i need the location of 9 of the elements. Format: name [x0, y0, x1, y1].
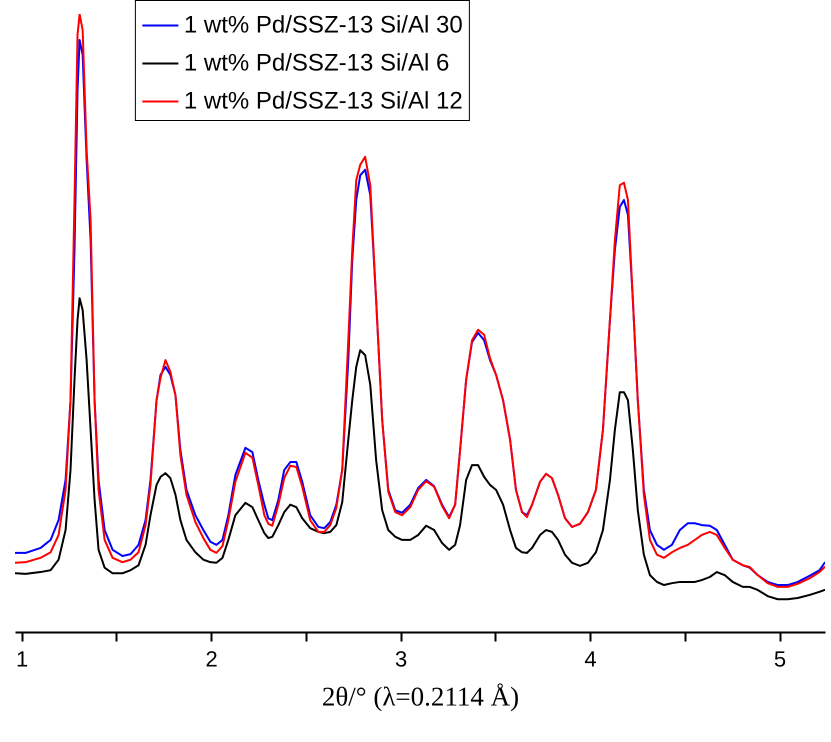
- x-axis-title: 2θ/° (λ=0.2114 Å): [322, 682, 520, 712]
- x-tick-label: 4: [584, 646, 597, 672]
- legend-label: 1 wt% Pd/SSZ-13 Si/Al 6: [184, 50, 450, 76]
- x-tick-label: 5: [774, 646, 786, 672]
- legend-label: 1 wt% Pd/SSZ-13 Si/Al 30: [184, 12, 463, 38]
- x-tick-label: 2: [205, 646, 218, 672]
- x-tick-label: 1: [16, 646, 28, 672]
- x-tick-label: 3: [394, 646, 408, 672]
- legend-label: 1 wt% Pd/SSZ-13 Si/Al 12: [184, 88, 463, 114]
